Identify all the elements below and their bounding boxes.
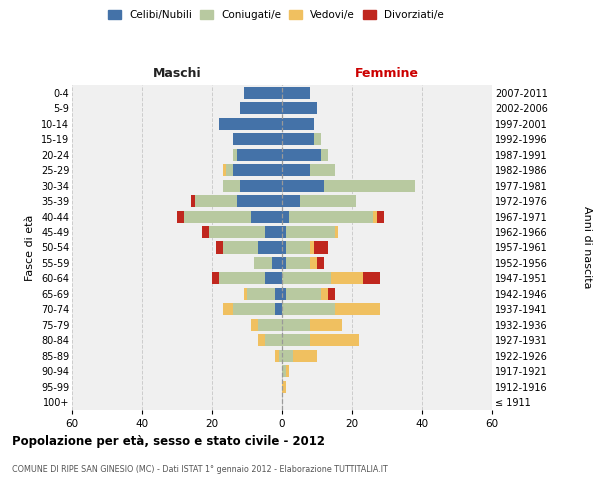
Bar bbox=[282, 319, 310, 331]
Bar bbox=[282, 304, 335, 316]
Bar bbox=[240, 180, 282, 192]
Bar bbox=[194, 195, 236, 207]
Bar bbox=[219, 118, 282, 130]
Bar bbox=[324, 180, 415, 192]
Bar bbox=[314, 133, 320, 145]
Bar bbox=[265, 334, 282, 346]
Bar bbox=[233, 133, 282, 145]
Bar bbox=[282, 226, 286, 238]
Bar bbox=[257, 319, 282, 331]
Bar bbox=[282, 350, 293, 362]
Bar bbox=[282, 86, 310, 99]
Bar bbox=[320, 148, 328, 160]
Bar bbox=[278, 350, 282, 362]
Bar bbox=[251, 319, 257, 331]
Y-axis label: Fasce di età: Fasce di età bbox=[25, 214, 35, 280]
Bar bbox=[244, 288, 247, 300]
Bar bbox=[223, 180, 240, 192]
Bar bbox=[331, 272, 362, 284]
Bar bbox=[282, 242, 286, 254]
Bar bbox=[289, 210, 373, 222]
Bar bbox=[282, 288, 286, 300]
Bar bbox=[317, 257, 324, 269]
Bar bbox=[254, 257, 271, 269]
Bar bbox=[233, 148, 236, 160]
Bar bbox=[191, 195, 194, 207]
Bar bbox=[293, 350, 317, 362]
Bar bbox=[328, 288, 335, 300]
Bar bbox=[282, 118, 314, 130]
Bar bbox=[177, 210, 184, 222]
Bar bbox=[335, 226, 338, 238]
Bar bbox=[314, 242, 328, 254]
Bar bbox=[335, 304, 380, 316]
Bar bbox=[275, 350, 278, 362]
Bar bbox=[286, 226, 335, 238]
Bar bbox=[282, 257, 286, 269]
Bar bbox=[362, 272, 380, 284]
Bar bbox=[223, 164, 226, 176]
Bar bbox=[310, 334, 359, 346]
Text: Femmine: Femmine bbox=[355, 67, 419, 80]
Bar bbox=[282, 195, 299, 207]
Bar bbox=[240, 102, 282, 114]
Bar bbox=[257, 334, 265, 346]
Bar bbox=[282, 272, 331, 284]
Bar bbox=[209, 226, 265, 238]
Bar bbox=[282, 102, 317, 114]
Bar bbox=[236, 195, 282, 207]
Bar bbox=[244, 86, 282, 99]
Bar bbox=[219, 272, 265, 284]
Bar bbox=[233, 304, 275, 316]
Bar bbox=[275, 304, 282, 316]
Bar bbox=[265, 226, 282, 238]
Bar bbox=[236, 148, 282, 160]
Bar bbox=[286, 366, 289, 378]
Bar bbox=[265, 272, 282, 284]
Bar bbox=[251, 210, 282, 222]
Bar bbox=[282, 164, 310, 176]
Text: Popolazione per età, sesso e stato civile - 2012: Popolazione per età, sesso e stato civil… bbox=[12, 435, 325, 448]
Text: COMUNE DI RIPE SAN GINESIO (MC) - Dati ISTAT 1° gennaio 2012 - Elaborazione TUTT: COMUNE DI RIPE SAN GINESIO (MC) - Dati I… bbox=[12, 465, 388, 474]
Y-axis label: Anni di nascita: Anni di nascita bbox=[582, 206, 592, 288]
Bar bbox=[282, 133, 314, 145]
Legend: Celibi/Nubili, Coniugati/e, Vedovi/e, Divorziati/e: Celibi/Nubili, Coniugati/e, Vedovi/e, Di… bbox=[108, 10, 444, 20]
Text: Maschi: Maschi bbox=[152, 67, 202, 80]
Bar bbox=[310, 242, 314, 254]
Bar bbox=[275, 288, 282, 300]
Bar bbox=[310, 319, 341, 331]
Bar bbox=[286, 288, 320, 300]
Bar bbox=[257, 242, 282, 254]
Bar bbox=[282, 148, 320, 160]
Bar bbox=[310, 164, 335, 176]
Bar bbox=[286, 242, 310, 254]
Bar bbox=[184, 210, 251, 222]
Bar bbox=[310, 257, 317, 269]
Bar bbox=[215, 242, 223, 254]
Bar bbox=[282, 210, 289, 222]
Bar bbox=[282, 381, 286, 393]
Bar bbox=[226, 164, 233, 176]
Bar bbox=[247, 288, 275, 300]
Bar bbox=[223, 242, 257, 254]
Bar bbox=[271, 257, 282, 269]
Bar bbox=[373, 210, 377, 222]
Bar bbox=[223, 304, 233, 316]
Bar bbox=[286, 257, 310, 269]
Bar bbox=[282, 334, 310, 346]
Bar bbox=[202, 226, 209, 238]
Bar bbox=[282, 366, 286, 378]
Bar bbox=[299, 195, 355, 207]
Bar bbox=[377, 210, 383, 222]
Bar bbox=[212, 272, 219, 284]
Bar bbox=[320, 288, 328, 300]
Bar bbox=[233, 164, 282, 176]
Bar bbox=[282, 180, 324, 192]
